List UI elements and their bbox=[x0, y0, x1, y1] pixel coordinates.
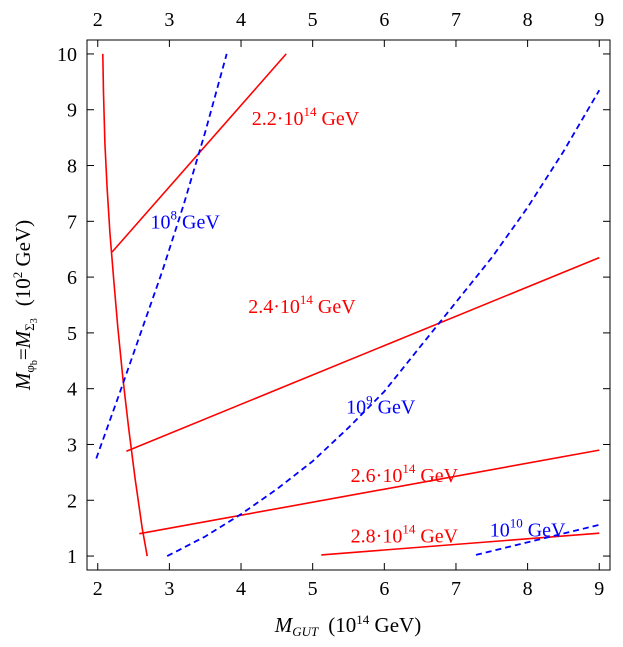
x-tick-label-top: 7 bbox=[451, 9, 461, 31]
x-tick-label-bottom: 6 bbox=[379, 578, 389, 600]
y-tick-label: 2 bbox=[67, 490, 77, 512]
series-line-0 bbox=[102, 53, 148, 557]
y-tick-label: 5 bbox=[67, 323, 77, 345]
svg-text:Mφb=MΣ3(102 GeV): Mφb=MΣ3(102 GeV) bbox=[10, 220, 40, 391]
y-tick-label: 6 bbox=[67, 267, 77, 289]
series-line-6 bbox=[166, 89, 601, 557]
annotation-label-3: 109 GeV bbox=[346, 393, 416, 419]
plot-series bbox=[95, 53, 601, 557]
annotation-label-5: 2.8·1014 GeV bbox=[351, 521, 459, 547]
plot-frame bbox=[86, 39, 611, 571]
x-tick-label-top: 9 bbox=[594, 9, 604, 31]
x-tick-label-top: 2 bbox=[93, 9, 103, 31]
x-tick-label-bottom: 3 bbox=[164, 578, 174, 600]
x-tick-label-bottom: 7 bbox=[451, 578, 461, 600]
series-line-7 bbox=[475, 523, 600, 556]
x-tick-label-top: 3 bbox=[164, 9, 174, 31]
x-tick-label-bottom: 5 bbox=[308, 578, 318, 600]
annotation-label-0: 2.2·1014 GeV bbox=[252, 104, 360, 130]
y-tick-label: 8 bbox=[67, 156, 77, 178]
x-tick-label-bottom: 2 bbox=[93, 578, 103, 600]
y-tick-label: 10 bbox=[57, 44, 77, 66]
y-tick-label: 1 bbox=[67, 546, 77, 568]
annotation-label-1: 108 GeV bbox=[151, 207, 221, 233]
annotation-label-4: 2.6·1014 GeV bbox=[351, 461, 459, 487]
series-line-2 bbox=[126, 256, 600, 452]
series-line-3 bbox=[139, 449, 600, 535]
series-line-4 bbox=[321, 532, 600, 556]
series-line-5 bbox=[95, 53, 228, 459]
x-tick-label-bottom: 8 bbox=[523, 578, 533, 600]
y-tick-label: 3 bbox=[67, 434, 77, 456]
x-tick-label-top: 5 bbox=[308, 9, 318, 31]
x-tick-label-top: 4 bbox=[236, 9, 246, 31]
x-tick-label-top: 6 bbox=[379, 9, 389, 31]
x-axis-label: MGUT (1014 GeV) bbox=[274, 612, 421, 639]
annotation-label-2: 2.4·1014 GeV bbox=[248, 292, 356, 318]
annotation-label-6: 1010 GeV bbox=[490, 515, 566, 541]
y-axis-label: Mφb=MΣ3(102 GeV) bbox=[10, 220, 40, 391]
x-tick-label-top: 8 bbox=[523, 9, 533, 31]
y-tick-label: 4 bbox=[67, 379, 77, 401]
y-tick-label: 9 bbox=[67, 100, 77, 122]
x-tick-label-bottom: 4 bbox=[236, 578, 246, 600]
line-annotations: 2.2·1014 GeV 108 GeV 2.4·1014 GeV 109 GeV 2.6·10… bbox=[151, 104, 567, 547]
x-tick-label-bottom: 9 bbox=[594, 578, 604, 600]
y-tick-label: 7 bbox=[67, 211, 77, 233]
